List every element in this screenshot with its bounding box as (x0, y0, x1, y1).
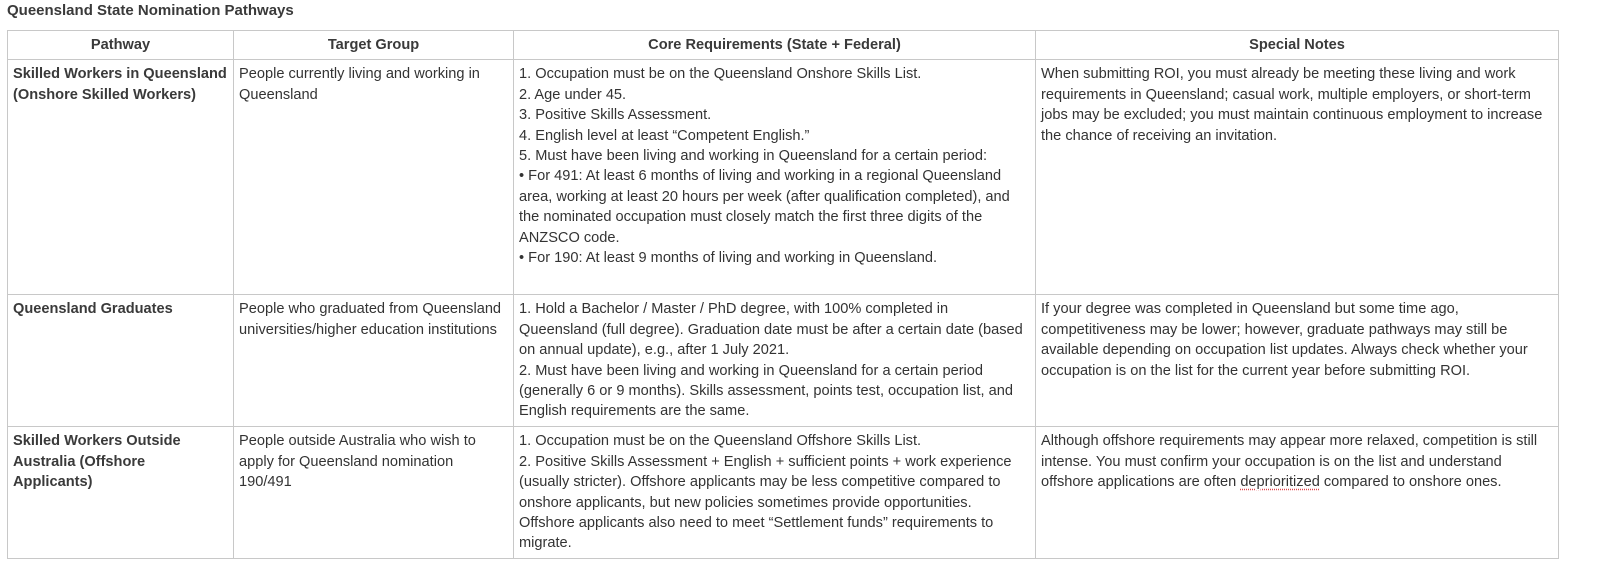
table-header-row: Pathway Target Group Core Requirements (… (7, 29, 1559, 61)
column-header-pathway: Pathway (7, 29, 234, 61)
requirement-item: 2. Positive Skills Assessment + English … (519, 453, 1012, 552)
page-title: Queensland State Nomination Pathways (7, 2, 294, 19)
requirement-item: 2. Age under 45. (519, 86, 627, 103)
requirement-item: • For 491: At least 6 months of living a… (519, 168, 1010, 246)
table-row: Skilled Workers Outside Australia (Offsh… (7, 426, 1559, 559)
target-group-cell: People outside Australia who wish to app… (233, 426, 514, 559)
requirement-item: 1. Occupation must be on the Queensland … (519, 66, 922, 83)
pathway-cell: Queensland Graduates (7, 294, 234, 428)
requirements-cell: 1. Occupation must be on the Queensland … (513, 59, 1036, 296)
requirement-item: 2. Must have been living and working in … (519, 362, 1013, 420)
special-notes-cell: Although offshore requirements may appea… (1035, 426, 1559, 559)
pathways-table: Pathway Target Group Core Requirements (… (7, 29, 1559, 559)
table-row: Queensland Graduates People who graduate… (7, 294, 1559, 428)
pathway-cell: Skilled Workers in Queensland (Onshore S… (7, 59, 234, 296)
table-row: Skilled Workers in Queensland (Onshore S… (7, 59, 1559, 296)
requirement-item: 1. Occupation must be on the Queensland … (519, 433, 922, 450)
requirement-item: 3. Positive Skills Assessment. (519, 107, 712, 124)
requirements-cell: 1. Hold a Bachelor / Master / PhD degree… (513, 294, 1036, 428)
notes-text: compared to onshore ones. (1319, 474, 1502, 491)
column-header-core-requirements: Core Requirements (State + Federal) (513, 29, 1036, 61)
requirement-item: 1. Hold a Bachelor / Master / PhD degree… (519, 301, 1023, 359)
pathway-cell: Skilled Workers Outside Australia (Offsh… (7, 426, 234, 559)
notes-text: Although offshore requirements may appea… (1041, 433, 1538, 491)
special-notes-cell: If your degree was completed in Queensla… (1035, 294, 1559, 428)
target-group-cell: People currently living and working in Q… (233, 59, 514, 296)
column-header-special-notes: Special Notes (1035, 29, 1559, 61)
requirement-item: 5. Must have been living and working in … (519, 148, 988, 165)
target-group-cell: People who graduated from Queensland uni… (233, 294, 514, 428)
special-notes-cell: When submitting ROI, you must already be… (1035, 59, 1559, 296)
requirement-item: • For 190: At least 9 months of living a… (519, 250, 938, 267)
column-header-target-group: Target Group (233, 29, 514, 61)
requirement-item: 4. English level at least “Competent Eng… (519, 127, 810, 144)
requirements-cell: 1. Occupation must be on the Queensland … (513, 426, 1036, 559)
spellcheck-flagged-word[interactable]: deprioritized (1240, 474, 1320, 491)
